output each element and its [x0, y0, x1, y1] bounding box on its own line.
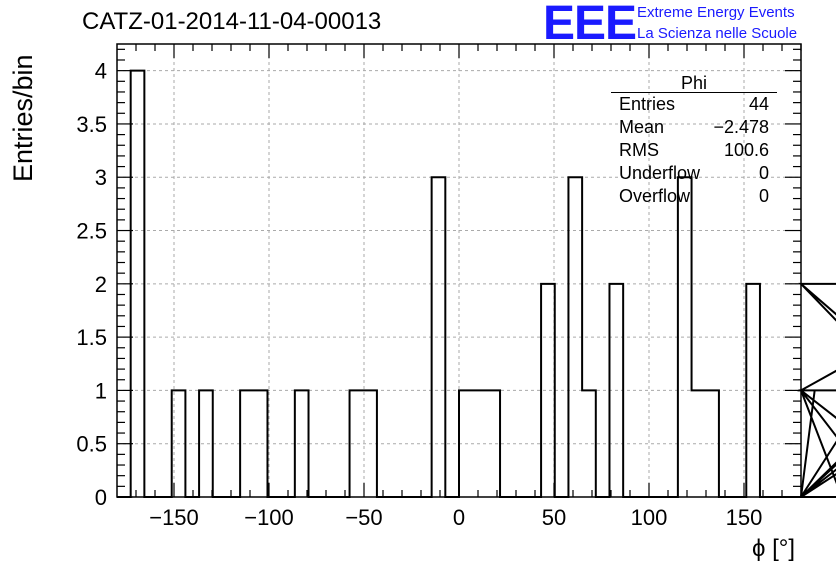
stats-row-mean: Mean −2.478: [611, 116, 777, 139]
histogram-bin: [295, 390, 309, 497]
stats-label: RMS: [619, 140, 659, 160]
chart-title: CATZ-01-2014-11-04-00013: [82, 8, 382, 35]
y-tick-label: 0: [95, 485, 107, 510]
stats-value: 100.6: [723, 140, 769, 160]
y-tick-label: 3.5: [76, 112, 107, 137]
x-tick-label: −100: [244, 505, 294, 530]
y-tick-label: 2: [95, 272, 107, 297]
stats-label: Overflow: [619, 186, 691, 206]
y-tick-label: 4: [95, 59, 107, 84]
stats-value: 44: [748, 94, 769, 114]
x-tick-label: 50: [542, 505, 566, 530]
y-tick-label: 3: [95, 165, 107, 190]
x-axis-label: ϕ [°]: [752, 535, 796, 562]
x-tick-label: 100: [631, 505, 668, 530]
stats-row-overflow: Overflow 0: [611, 185, 777, 208]
stats-row-rms: RMS 100.6: [611, 139, 777, 162]
stats-label: Mean: [619, 117, 665, 137]
y-tick-label: 0.5: [76, 432, 107, 457]
stats-row-underflow: Underflow 0: [611, 162, 777, 185]
stats-label: Underflow: [619, 163, 701, 183]
y-tick-label: 1: [95, 378, 107, 403]
stats-box: Phi Entries 44 Mean −2.478 RMS 100.6 Und…: [611, 74, 777, 208]
stats-value: 0: [758, 163, 769, 183]
stats-title: Phi: [611, 74, 777, 93]
stats-label: Entries: [619, 94, 676, 114]
x-tick-label: 150: [726, 505, 763, 530]
x-tick-label: −150: [149, 505, 199, 530]
logo-line-1: Extreme Energy Events: [637, 4, 795, 21]
stats-row-entries: Entries 44: [611, 93, 777, 116]
axis-ticks: [117, 44, 802, 498]
stats-value: 0: [758, 186, 769, 206]
y-tick-label: 2.5: [76, 219, 107, 244]
x-tick-label: 0: [453, 505, 465, 530]
stats-value: −2.478: [713, 117, 769, 137]
y-axis-label: Entries/bin: [8, 54, 38, 182]
logo-line-2: La Scienza nelle Scuole: [637, 25, 798, 42]
eee-logo: EEE: [543, 0, 637, 50]
axis-tick-labels: −150 −100 −50 0 50 100 150 0 0.5 1 1.5 2 2.5 3 3.5 4: [76, 59, 762, 530]
x-tick-label: −50: [345, 505, 382, 530]
y-tick-label: 1.5: [76, 325, 107, 350]
